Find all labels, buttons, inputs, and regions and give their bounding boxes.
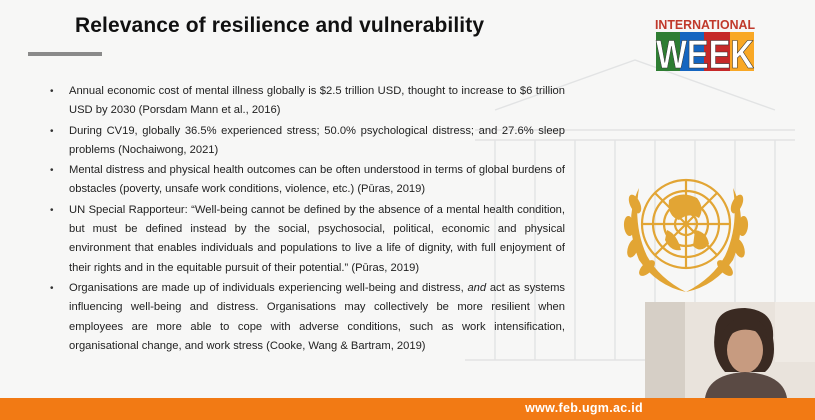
bullet-item: Annual economic cost of mental illness g…: [50, 82, 565, 121]
bullet-text: act as systems influencing well-being an…: [69, 281, 566, 352]
webcam-video-feed[interactable]: [645, 302, 815, 398]
title-underline: [28, 52, 102, 56]
logo-line-2: WEEK: [656, 33, 754, 73]
bullet-item: Mental distress and physical health outc…: [50, 161, 565, 200]
un-emblem-icon: [623, 178, 749, 292]
bullet-list: Annual economic cost of mental illness g…: [50, 82, 565, 357]
bullet-item: Organisations are made up of individuals…: [50, 279, 565, 356]
logo-line-1: INTERNATIONAL: [655, 17, 755, 32]
bullet-emphasis: and: [467, 281, 487, 294]
slide-title: Relevance of resilience and vulnerabilit…: [75, 14, 485, 37]
bullet-text: Organisations are made up of individuals…: [69, 281, 468, 294]
bullet-item: During CV19, globally 36.5% experienced …: [50, 122, 565, 161]
footer-website-url: www.feb.ugm.ac.id: [525, 401, 643, 415]
footer-bar: www.feb.ugm.ac.id: [0, 398, 815, 420]
international-week-logo: INTERNATIONAL WEEK: [655, 17, 755, 73]
bullet-item: UN Special Rapporteur: “Well-being canno…: [50, 201, 565, 278]
presenter-video-icon: [645, 302, 815, 398]
